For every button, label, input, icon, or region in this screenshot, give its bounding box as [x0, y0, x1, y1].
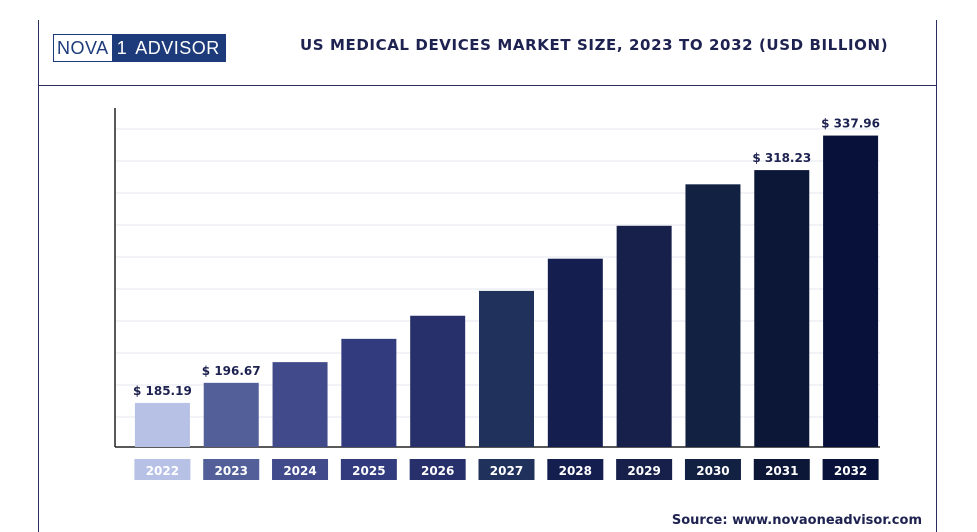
bar-2026: [410, 315, 466, 447]
category-label-2024: 2024: [283, 464, 316, 478]
category-label-2029: 2029: [627, 464, 660, 478]
category-tile-2023: [203, 459, 260, 480]
logo-text-number: 1: [111, 34, 133, 62]
chart-frame: [38, 20, 937, 532]
category-label-2025: 2025: [352, 464, 385, 478]
category-tile-2022: [134, 459, 191, 480]
source-credit: Source: www.novaoneadvisor.com: [671, 513, 922, 528]
category-tile-2025: [340, 459, 397, 480]
category-label-2022: 2022: [146, 464, 179, 478]
bar-2024: [272, 362, 328, 447]
bar-2032: [823, 135, 879, 447]
category-tile-2026: [409, 459, 466, 480]
category-tile-2024: [272, 459, 329, 480]
brand-logo: NOVA 1 ADVISOR: [53, 34, 226, 62]
header-divider: [38, 85, 937, 86]
logo-text-nova: NOVA: [53, 34, 112, 62]
category-tile-2027: [478, 459, 535, 480]
bar-2029: [616, 225, 672, 447]
chart-title: US MEDICAL DEVICES MARKET SIZE, 2023 TO …: [300, 36, 889, 54]
category-label-2030: 2030: [696, 464, 729, 478]
category-tile-2028: [547, 459, 604, 480]
logo-text-advisor: ADVISOR: [132, 34, 226, 62]
bar-2025: [341, 338, 397, 447]
data-label-2023: $ 196.67: [202, 364, 261, 378]
bar-2022: [134, 402, 190, 447]
bar-2028: [547, 258, 603, 447]
bar-2030: [685, 184, 741, 447]
category-label-2028: 2028: [559, 464, 592, 478]
data-label-2032: $ 337.96: [821, 117, 880, 131]
category-tile-2032: [822, 459, 879, 480]
category-tile-2029: [616, 459, 673, 480]
data-label-2031: $ 318.23: [752, 151, 811, 165]
data-label-2022: $ 185.19: [133, 384, 192, 398]
bar-2023: [203, 382, 259, 447]
category-label-2026: 2026: [421, 464, 454, 478]
category-label-2031: 2031: [765, 464, 798, 478]
category-label-2023: 2023: [215, 464, 248, 478]
category-label-2032: 2032: [834, 464, 867, 478]
category-tile-2030: [684, 459, 741, 480]
category-label-2027: 2027: [490, 464, 523, 478]
bar-2027: [479, 290, 534, 447]
bar-2031: [754, 170, 810, 447]
category-tile-2031: [753, 459, 810, 480]
